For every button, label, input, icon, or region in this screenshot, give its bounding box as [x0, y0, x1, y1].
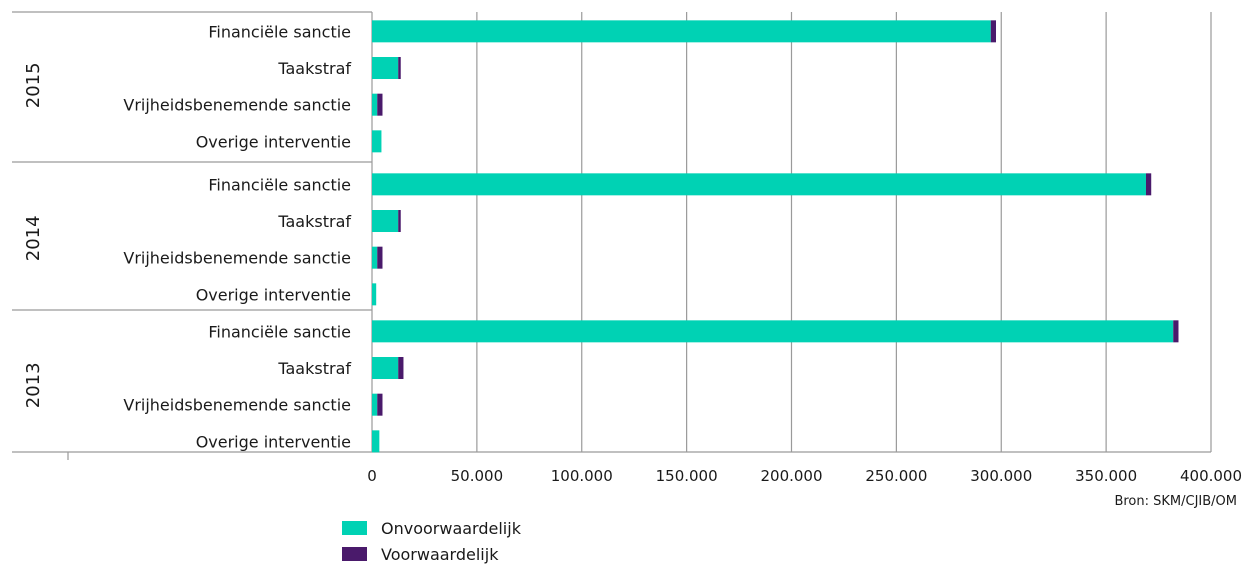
x-tick-label-3: 150.000 [656, 467, 718, 485]
x-tick-label-0: 0 [367, 467, 377, 485]
bar-2013-2-0 [372, 393, 378, 416]
x-tick-labels: 0 50.000 100.000 150.000 200.000 250.000 300.0… [367, 467, 1242, 485]
bar-2014-1-1 [398, 210, 401, 233]
x-tick-label-7: 350.000 [1075, 467, 1137, 485]
bar-2013-0-0 [372, 320, 1174, 343]
category-label-2013-1: Taakstraf [277, 359, 351, 378]
category-label-2014-1: Taakstraf [277, 212, 351, 231]
category-label-2014-2: Vrijheidsbenemende sanctie [123, 249, 351, 268]
category-label-2015-3: Overige interventie [196, 132, 351, 151]
category-label-2015-0: Financiële sanctie [208, 22, 351, 41]
bar-2013-3-0 [372, 430, 380, 453]
category-label-2014-0: Financiële sanctie [208, 175, 351, 194]
category-label-2015-1: Taakstraf [277, 59, 351, 78]
bar-2013-2-1 [377, 393, 383, 416]
bar-2014-2-0 [372, 246, 378, 269]
x-tick-label-6: 300.000 [970, 467, 1032, 485]
category-label-2013-0: Financiële sanctie [208, 322, 351, 341]
group-label-2014: 2014 [23, 215, 44, 261]
legend: Onvoorwaardelijk Voorwaardelijk [342, 515, 521, 567]
bar-2013-0-1 [1173, 320, 1179, 343]
legend-swatch-voorwaardelijk [342, 547, 367, 561]
gridlines [371, 12, 1212, 452]
group-label-2013: 2013 [23, 362, 44, 408]
x-tick-label-5: 250.000 [865, 467, 927, 485]
category-label-2014-3: Overige interventie [196, 285, 351, 304]
bar-2014-0-1 [1145, 173, 1152, 196]
source-note: Bron: SKM/CJIB/OM [1114, 494, 1237, 509]
group-dividers [12, 11, 1211, 460]
bar-2015-0-0 [372, 20, 991, 43]
bars [372, 20, 1179, 453]
x-tick-label-2: 100.000 [551, 467, 613, 485]
category-labels: Financiële sanctie Taakstraf Vrijheidsbene… [123, 22, 351, 451]
group-labels: 2015 2014 2013 [23, 62, 44, 408]
legend-item-onvoorwaardelijk: Onvoorwaardelijk [342, 515, 521, 541]
bar-2015-0-1 [990, 20, 997, 43]
x-tick-label-1: 50.000 [451, 467, 504, 485]
bar-2013-1-1 [398, 357, 404, 380]
x-tick-label-4: 200.000 [760, 467, 822, 485]
bar-2015-2-0 [372, 93, 378, 116]
legend-label-voorwaardelijk: Voorwaardelijk [381, 544, 499, 564]
bar-2015-2-1 [377, 93, 383, 116]
bar-2014-2-1 [377, 246, 383, 269]
bar-2015-1-1 [398, 57, 401, 80]
legend-swatch-onvoorwaardelijk [342, 521, 367, 535]
legend-label-onvoorwaardelijk: Onvoorwaardelijk [381, 518, 521, 538]
category-label-2013-2: Vrijheidsbenemende sanctie [123, 396, 351, 415]
bar-2013-1-0 [372, 357, 399, 380]
bar-2014-1-0 [372, 210, 399, 233]
group-label-2015: 2015 [23, 62, 44, 108]
bar-2014-3-0 [372, 283, 377, 306]
bar-2015-3-0 [372, 130, 382, 153]
bar-2014-0-0 [372, 173, 1146, 196]
legend-item-voorwaardelijk: Voorwaardelijk [342, 541, 521, 567]
x-tick-label-8: 400.000 [1180, 467, 1242, 485]
category-label-2015-2: Vrijheidsbenemende sanctie [123, 96, 351, 115]
bar-2015-1-0 [372, 57, 399, 80]
category-label-2013-3: Overige interventie [196, 432, 351, 451]
